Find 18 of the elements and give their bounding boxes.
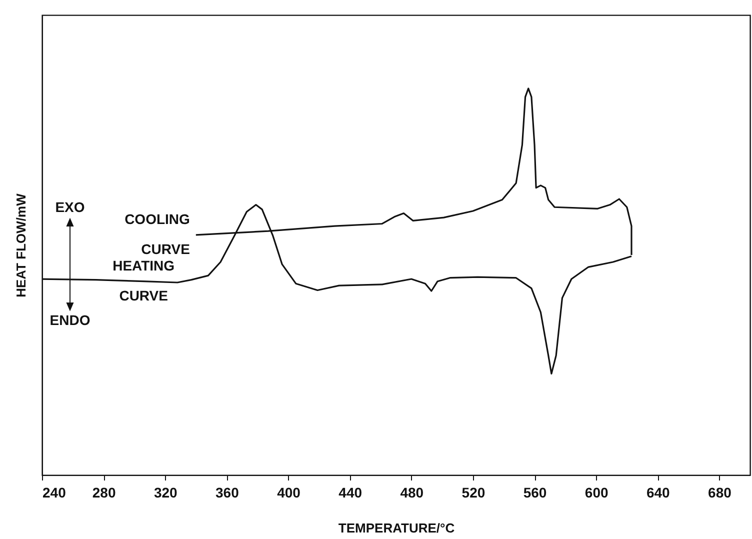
x-tick-label: 240 <box>42 484 66 500</box>
x-tick-label: 320 <box>154 484 178 500</box>
x-axis-title: TEMPERATURE/°C <box>338 520 456 536</box>
x-tick-label: 400 <box>277 484 301 500</box>
x-tick-label: 560 <box>523 484 547 500</box>
x-tick-label: 680 <box>708 484 732 500</box>
annotation: EXO <box>55 199 85 215</box>
x-tick-label: 600 <box>584 484 608 500</box>
x-tick-label: 440 <box>338 484 362 500</box>
x-tick-label: 360 <box>216 484 240 500</box>
y-axis-title: HEAT FLOW/mW <box>14 192 28 298</box>
x-tick-label: 520 <box>462 484 486 500</box>
x-tick-label: 640 <box>646 484 670 500</box>
x-tick-label: 280 <box>92 484 116 500</box>
annotation: ENDO <box>50 312 90 328</box>
x-tick-label: 480 <box>400 484 424 500</box>
series-label: COOLING CURVE <box>124 210 190 257</box>
series-label: HEATING CURVE <box>112 257 175 304</box>
